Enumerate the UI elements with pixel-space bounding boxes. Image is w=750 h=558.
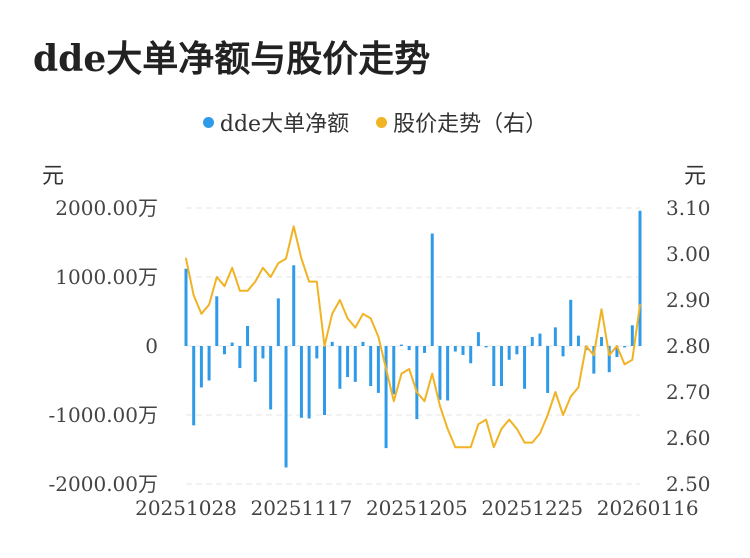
dde-bar <box>576 335 580 346</box>
dde-bar <box>600 337 604 346</box>
dde-bar <box>492 346 496 387</box>
dde-bar <box>253 346 257 382</box>
dde-bar <box>361 341 365 346</box>
dde-bar <box>192 346 196 426</box>
dde-bar <box>476 332 480 346</box>
x-tick-label: 20251205 <box>366 496 468 520</box>
y-right-tick-label: 2.70 <box>666 380 711 404</box>
dde-bar <box>423 346 427 353</box>
dde-bar <box>569 299 573 346</box>
dde-bar <box>499 346 503 387</box>
left-axis-unit: 元 <box>42 164 65 189</box>
dde-bar <box>284 346 288 468</box>
dde-bar <box>222 346 226 355</box>
dde-bar <box>630 325 634 346</box>
dde-bar <box>461 346 465 355</box>
dde-bar <box>307 346 311 419</box>
y-right-tick-label: 2.60 <box>666 426 711 450</box>
dde-bar <box>484 346 488 348</box>
dde-bar <box>315 346 319 359</box>
dde-bar <box>392 346 396 395</box>
dde-bar <box>230 342 234 346</box>
dde-bar <box>446 346 450 401</box>
legend-dot-price <box>376 116 388 128</box>
y-right-tick-label: 2.90 <box>666 288 711 312</box>
price-line <box>185 225 641 449</box>
dde-bar <box>430 233 434 346</box>
dde-bar <box>292 265 296 346</box>
y-left-tick-label: 0 <box>145 334 158 358</box>
dde-bar <box>561 346 565 357</box>
dde-bar <box>515 346 519 355</box>
dde-bar <box>546 346 550 393</box>
dde-bar <box>353 346 357 382</box>
dde-bar <box>623 346 627 348</box>
dde-bar <box>215 296 219 346</box>
dde-bar <box>607 346 611 373</box>
dde-bar <box>199 346 203 388</box>
dde-bar <box>530 337 534 346</box>
dde-bar <box>638 210 642 346</box>
dde-bar <box>330 341 334 346</box>
dde-bar <box>592 346 596 374</box>
dde-bar <box>246 325 250 346</box>
y-right-tick-label: 2.50 <box>666 472 711 496</box>
legend-item-price[interactable]: 股价走势（右） <box>376 106 547 138</box>
dde-bar <box>553 327 557 346</box>
dde-bar <box>376 346 380 393</box>
x-tick-label: 20251225 <box>481 496 583 520</box>
dde-bar <box>384 346 388 449</box>
dde-bar <box>538 333 542 346</box>
y-left-tick-label: -2000.00万 <box>49 472 158 496</box>
dde-bar <box>453 346 457 352</box>
dde-bar <box>507 346 511 360</box>
y-right-tick-label: 3.00 <box>666 242 711 266</box>
dde-bar <box>276 298 280 346</box>
dde-bar <box>469 346 473 364</box>
legend-item-dde[interactable]: dde大单净额 <box>202 106 350 138</box>
dde-bar <box>238 346 242 369</box>
dde-bar <box>369 346 373 387</box>
dde-bar <box>269 346 273 410</box>
dde-bar <box>615 346 619 358</box>
x-tick-label: 20260116 <box>597 496 699 520</box>
y-left-tick-label: 2000.00万 <box>55 196 158 220</box>
dde-bar <box>399 344 403 346</box>
x-tick-label: 20251028 <box>135 496 237 520</box>
legend: dde大单净额 股价走势（右） <box>0 106 750 138</box>
legend-label-price: 股价走势（右） <box>393 112 548 137</box>
y-right-tick-label: 3.10 <box>666 196 711 220</box>
dde-bar <box>207 346 211 381</box>
y-right-tick-label: 2.80 <box>666 334 711 358</box>
legend-label-dde: dde大单净额 <box>219 112 350 137</box>
chart-title: dde大单净额与股价走势 <box>33 38 431 80</box>
dde-bar <box>407 346 411 351</box>
dde-bar <box>338 346 342 389</box>
y-left-tick-label: -1000.00万 <box>49 403 158 427</box>
dde-bar <box>299 346 303 418</box>
y-left-tick-label: 1000.00万 <box>55 265 158 289</box>
dde-bar <box>523 346 527 389</box>
x-tick-label: 20251117 <box>251 496 353 520</box>
dde-bar <box>323 346 327 415</box>
legend-dot-dde <box>202 116 214 128</box>
right-axis-unit: 元 <box>684 164 707 189</box>
dde-bar <box>261 346 265 359</box>
dde-bar <box>415 346 419 420</box>
dde-bar <box>346 346 350 378</box>
dde-bar <box>184 268 188 346</box>
dde-bar <box>438 346 442 400</box>
